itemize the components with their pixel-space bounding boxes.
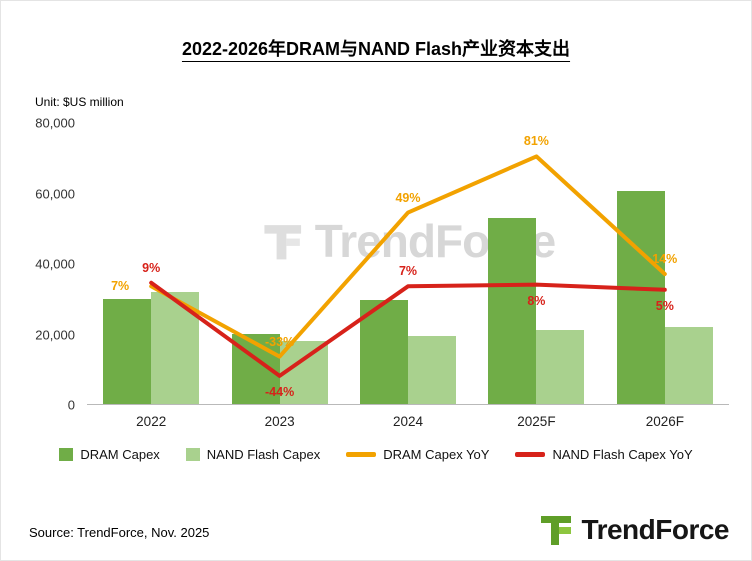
y-axis-tick-label: 80,000 — [35, 115, 75, 131]
y-axis-tick-label: 20,000 — [35, 327, 75, 342]
legend-label-dram-capex: DRAM Capex — [80, 447, 160, 462]
legend-item-dram-capex: DRAM Capex — [59, 447, 160, 462]
legend-item-dram-capex-yoy: DRAM Capex YoY — [346, 447, 489, 462]
x-axis-category-label: 2025F — [517, 414, 556, 429]
bar-nand-flash-capex-2026f — [664, 327, 713, 404]
point-label-nand-flash-capex-yoy-2025f: 8% — [527, 293, 546, 308]
bar-dram-capex-2024 — [360, 300, 408, 404]
bar-dram-capex-2026f — [616, 191, 665, 404]
bar-dram-capex-2022 — [103, 299, 152, 404]
y-axis-tick-label: 40,000 — [35, 256, 75, 272]
y-axis-tick-label: 0 — [67, 397, 75, 413]
legend-item-nand-flash-capex-yoy: NAND Flash Capex YoY — [515, 447, 693, 462]
x-axis-category-label: 2026F — [645, 414, 684, 429]
point-label-nand-flash-capex-yoy-2022: 9% — [142, 260, 161, 275]
legend-item-nand-flash-capex: NAND Flash Capex — [185, 447, 321, 462]
brand-name: TrendForce — [581, 514, 730, 545]
x-axis-category-label: 2022 — [136, 414, 167, 429]
legend-swatch-nand-flash-capex-yoy — [515, 452, 546, 457]
point-label-dram-capex-yoy-2023: -33% — [265, 334, 295, 349]
point-label-dram-capex-yoy-2025f: 81% — [523, 134, 549, 149]
legend-label-nand-flash-capex-yoy: NAND Flash Capex YoY — [552, 447, 693, 462]
line-dram-capex-yoy — [149, 154, 667, 359]
x-axis-category-label: 2023 — [264, 414, 295, 429]
point-label-nand-flash-capex-yoy-2024: 7% — [398, 264, 418, 279]
plot-area: TrendForce 7% -33% 49% 81% 14% 9% -44% 7% 8% 5% — [87, 123, 729, 405]
y-axis-labels: 80,000 60,000 40,000 20,000 0 — [1, 116, 87, 413]
legend-swatch-nand-flash-capex — [185, 448, 200, 461]
unit-label: Unit: $US million — [35, 95, 124, 109]
trendforce-logo-icon — [540, 516, 571, 545]
yoy-lines-layer — [149, 154, 667, 378]
legend-swatch-dram-capex-yoy — [346, 452, 377, 457]
bar-dram-capex-2025f — [488, 218, 537, 404]
line-nand-flash-capex-yoy — [149, 280, 667, 378]
bar-nand-flash-capex-2025f — [536, 330, 585, 404]
source-note: Source: TrendForce, Nov. 2025 — [29, 525, 210, 540]
point-label-dram-capex-yoy-2026f: 14% — [652, 252, 678, 267]
x-axis-category-label: 2024 — [392, 414, 424, 429]
y-axis-tick-label: 60,000 — [35, 186, 75, 201]
legend: DRAM Capex NAND Flash Capex DRAM Capex YoY… — [1, 447, 751, 462]
legend-label-nand-flash-capex: NAND Flash Capex — [206, 447, 321, 462]
footer: Source: TrendForce, Nov. 2025 TrendForce — [29, 512, 730, 548]
title-wrap: 2022-2026年DRAM与NAND Flash产业资本支出 — [1, 1, 751, 61]
chart-area: 80,000 60,000 40,000 20,000 0 TrendForce 7% -… — [1, 116, 751, 429]
page-title: 2022-2026年DRAM与NAND Flash产业资本支出 — [181, 39, 571, 59]
point-label-dram-capex-yoy-2022: 7% — [111, 279, 130, 294]
legend-label-dram-capex-yoy: DRAM Capex YoY — [383, 447, 490, 462]
trendforce-brand: TrendForce — [538, 512, 730, 548]
point-label-nand-flash-capex-yoy-2023: -44% — [265, 384, 295, 399]
point-label-dram-capex-yoy-2024: 49% — [395, 190, 421, 205]
point-label-nand-flash-capex-yoy-2026f: 5% — [655, 298, 674, 313]
x-axis-labels: 2022 2023 2024 2025F 2026F — [87, 405, 729, 429]
legend-swatch-dram-capex — [59, 448, 74, 461]
bar-nand-flash-capex-2024 — [408, 336, 456, 404]
